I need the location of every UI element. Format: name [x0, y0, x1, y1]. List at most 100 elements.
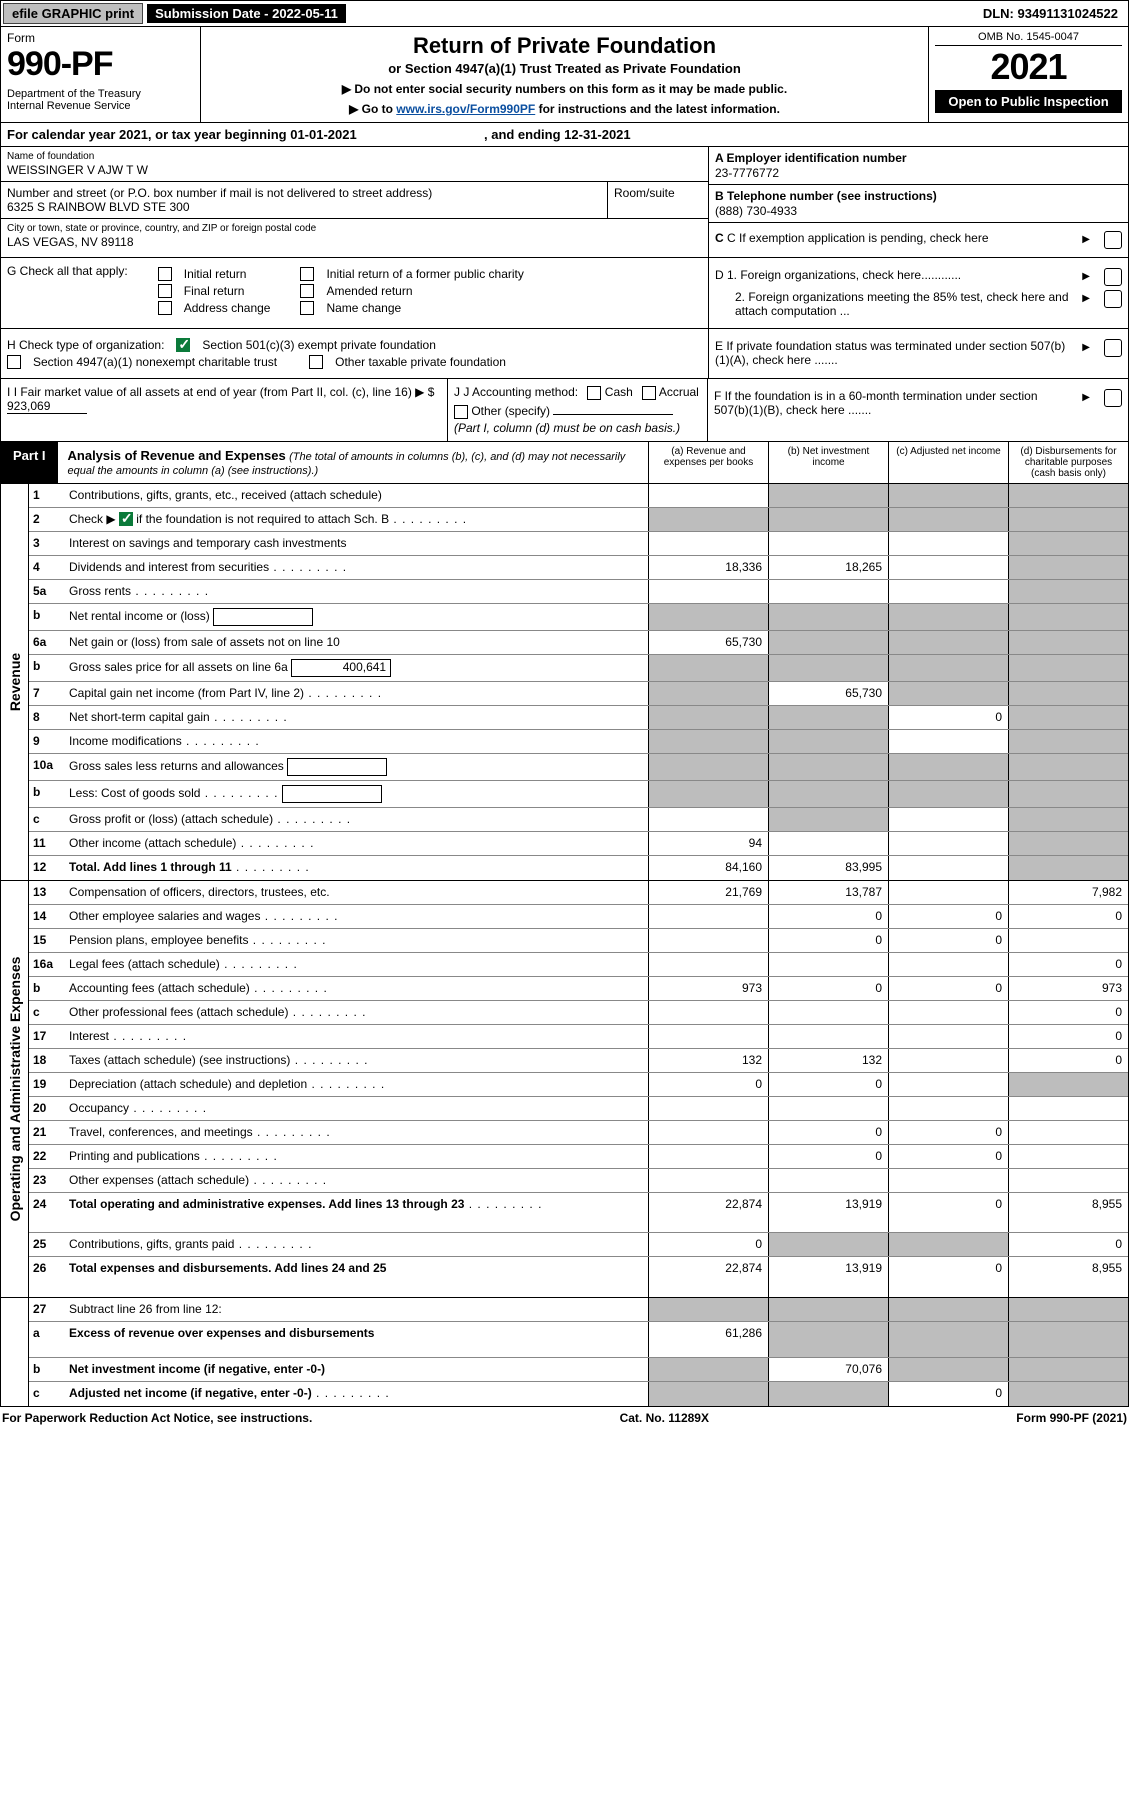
- instr-pre: ▶ Go to: [349, 102, 396, 116]
- cal-a: For calendar year 2021, or tax year begi…: [7, 127, 357, 142]
- addr-lbl: Number and street (or P.O. box number if…: [7, 186, 601, 200]
- table-row: 24Total operating and administrative exp…: [29, 1193, 1128, 1233]
- form-title-block: Return of Private Foundation or Section …: [201, 27, 928, 122]
- form-id-block: Form 990-PF Department of the Treasury I…: [1, 27, 201, 122]
- h-lbl: H Check type of organization:: [7, 338, 164, 352]
- e-checkbox[interactable]: [1104, 339, 1122, 357]
- irs-link[interactable]: www.irs.gov/Form990PF: [396, 102, 535, 116]
- col-d: (d) Disbursements for charitable purpose…: [1008, 442, 1128, 483]
- ein: 23-7776772: [715, 166, 1122, 180]
- i-cell: I I Fair market value of all assets at e…: [1, 379, 448, 441]
- r5b-box: [213, 608, 313, 626]
- j-cash[interactable]: [587, 386, 601, 400]
- form-title: Return of Private Foundation: [211, 33, 918, 59]
- table-row: 23Other expenses (attach schedule): [29, 1169, 1128, 1193]
- table-row: 8Net short-term capital gain0: [29, 706, 1128, 730]
- revenue-body: 1Contributions, gifts, grants, etc., rec…: [29, 484, 1128, 880]
- table-row: 15Pension plans, employee benefits00: [29, 929, 1128, 953]
- table-row: 19Depreciation (attach schedule) and dep…: [29, 1073, 1128, 1097]
- j-accrual[interactable]: [642, 386, 656, 400]
- g-initial-return[interactable]: [158, 267, 172, 281]
- table-row: cGross profit or (loss) (attach schedule…: [29, 808, 1128, 832]
- table-row: 1Contributions, gifts, grants, etc., rec…: [29, 484, 1128, 508]
- entity-right: A Employer identification number 23-7776…: [708, 147, 1128, 257]
- col-a: (a) Revenue and expenses per books: [648, 442, 768, 483]
- g-name-change[interactable]: [300, 301, 314, 315]
- d1-checkbox[interactable]: [1104, 268, 1122, 286]
- f-checkbox[interactable]: [1104, 389, 1122, 407]
- r10a-box: [287, 758, 387, 776]
- h-opt-2: Other taxable private foundation: [335, 355, 506, 369]
- arrow-icon: [1082, 231, 1094, 245]
- j-lbl: J Accounting method:: [463, 385, 578, 399]
- g-opt-4: Amended return: [326, 284, 412, 298]
- table-row: 16aLegal fees (attach schedule)0: [29, 953, 1128, 977]
- tel-lbl: B Telephone number (see instructions): [715, 189, 1122, 203]
- table-row: 17Interest0: [29, 1025, 1128, 1049]
- table-row: 6aNet gain or (loss) from sale of assets…: [29, 631, 1128, 655]
- table-row: 3Interest on savings and temporary cash …: [29, 532, 1128, 556]
- telephone: (888) 730-4933: [715, 204, 1122, 218]
- table-row: 22Printing and publications00: [29, 1145, 1128, 1169]
- h-4947[interactable]: [7, 355, 21, 369]
- d2-checkbox[interactable]: [1104, 290, 1122, 308]
- c-checkbox[interactable]: [1104, 231, 1122, 249]
- revenue-side: Revenue: [1, 484, 29, 880]
- schb-checkbox[interactable]: [119, 512, 133, 526]
- form-subtitle: or Section 4947(a)(1) Trust Treated as P…: [211, 61, 918, 76]
- g-initial-former[interactable]: [300, 267, 314, 281]
- j-opt-2: Other (specify): [471, 404, 550, 418]
- g-address-change[interactable]: [158, 301, 172, 315]
- tax-year: 2021: [935, 46, 1122, 88]
- tel-cell: B Telephone number (see instructions) (8…: [709, 185, 1128, 223]
- col-heads: (a) Revenue and expenses per books (b) N…: [648, 442, 1128, 483]
- entity-info: Name of foundation WEISSINGER V AJW T W …: [0, 147, 1129, 258]
- table-row: 25Contributions, gifts, grants paid00: [29, 1233, 1128, 1257]
- part1-badge: Part I: [1, 442, 58, 483]
- table-row: bNet investment income (if negative, ent…: [29, 1358, 1128, 1382]
- table-row: 21Travel, conferences, and meetings00: [29, 1121, 1128, 1145]
- j-cell: J J Accounting method: Cash Accrual Othe…: [448, 379, 708, 441]
- h-opt-1: Section 4947(a)(1) nonexempt charitable …: [33, 355, 277, 369]
- table-row: 2Check ▶ if the foundation is not requir…: [29, 508, 1128, 532]
- g-amended[interactable]: [300, 284, 314, 298]
- city-cell: City or town, state or province, country…: [1, 219, 708, 253]
- g-opt-5: Name change: [326, 301, 401, 315]
- address-cell: Number and street (or P.O. box number if…: [1, 182, 608, 218]
- f-cell: F If the foundation is in a 60-month ter…: [708, 379, 1128, 441]
- i-lbl: I Fair market value of all assets at end…: [14, 385, 412, 399]
- r10b-box: [282, 785, 382, 803]
- efile-badge: efile GRAPHIC print: [3, 3, 143, 24]
- expenses-block: Operating and Administrative Expenses 13…: [0, 881, 1129, 1298]
- ij-row: I I Fair market value of all assets at e…: [0, 379, 1129, 442]
- form-header: Form 990-PF Department of the Treasury I…: [0, 27, 1129, 123]
- arrow-icon: [1082, 268, 1094, 282]
- room-lbl: Room/suite: [614, 186, 702, 200]
- j-note: (Part I, column (d) must be on cash basi…: [454, 421, 701, 435]
- h-other-taxable[interactable]: [309, 355, 323, 369]
- c-lbl: C If exemption application is pending, c…: [727, 231, 989, 245]
- g-final-return[interactable]: [158, 284, 172, 298]
- footer: For Paperwork Reduction Act Notice, see …: [0, 1407, 1129, 1429]
- r6b-box: 400,641: [291, 659, 391, 677]
- revenue-block: Revenue 1Contributions, gifts, grants, e…: [0, 484, 1129, 881]
- table-row: bAccounting fees (attach schedule)973009…: [29, 977, 1128, 1001]
- arrow-icon: [1082, 290, 1094, 304]
- table-row: 5aGross rents: [29, 580, 1128, 604]
- table-row: 20Occupancy: [29, 1097, 1128, 1121]
- j-opt-1: Accrual: [659, 385, 699, 399]
- d2-lbl: 2. Foreign organizations meeting the 85%…: [715, 290, 1072, 318]
- foundation-name: WEISSINGER V AJW T W: [7, 163, 702, 177]
- g-lbl: G Check all that apply:: [7, 264, 128, 278]
- instr-post: for instructions and the latest informat…: [535, 102, 780, 116]
- g-opt-1: Final return: [184, 284, 245, 298]
- e-section: E If private foundation status was termi…: [708, 329, 1128, 378]
- calendar-year-row: For calendar year 2021, or tax year begi…: [0, 123, 1129, 147]
- h-501c3[interactable]: [176, 338, 190, 352]
- table-row: 18Taxes (attach schedule) (see instructi…: [29, 1049, 1128, 1073]
- expenses-body: 13Compensation of officers, directors, t…: [29, 881, 1128, 1297]
- j-other[interactable]: [454, 405, 468, 419]
- revenue-label: Revenue: [7, 652, 23, 710]
- g-left: G Check all that apply: Initial return F…: [1, 258, 708, 328]
- table-row: 13Compensation of officers, directors, t…: [29, 881, 1128, 905]
